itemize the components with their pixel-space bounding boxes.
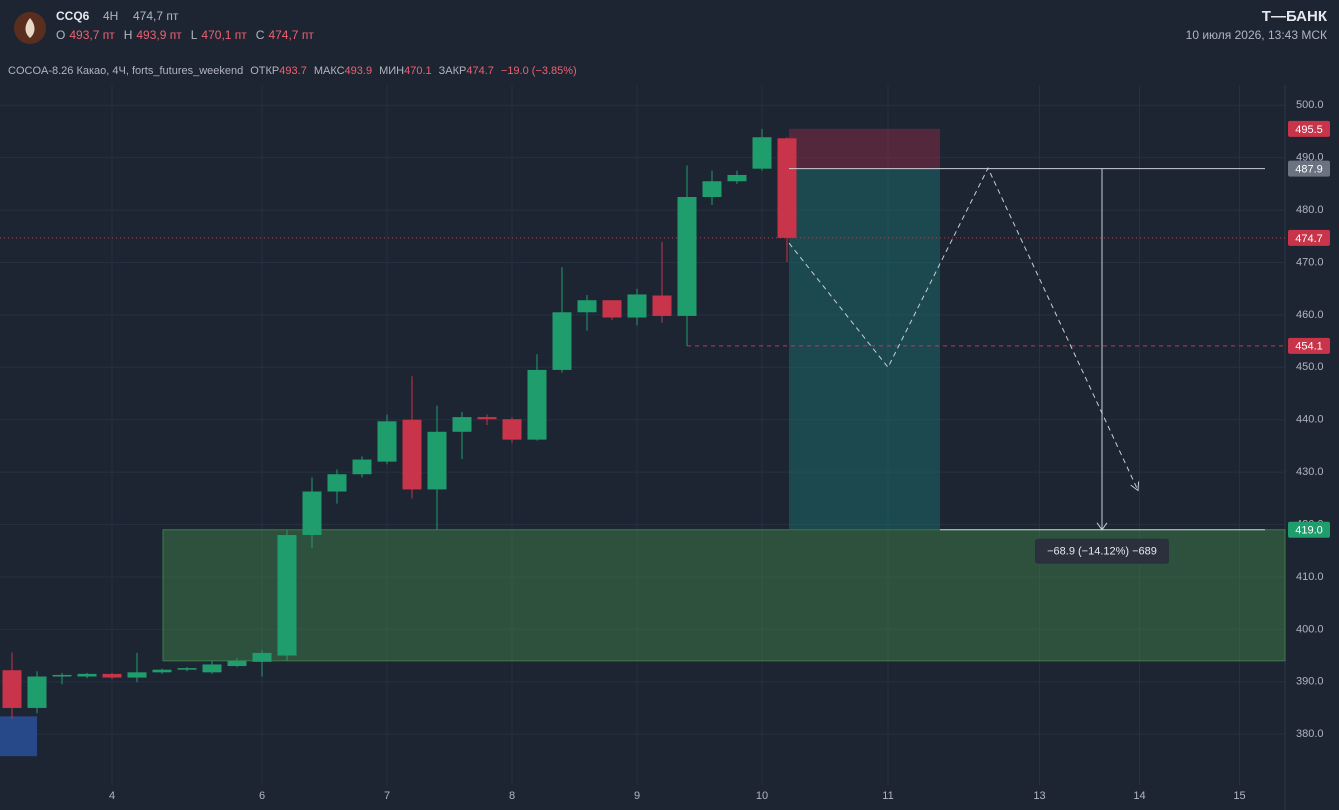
x-tick-label: 11 (882, 790, 893, 802)
candle-body (52, 674, 72, 677)
ohlc-value: 493,9 пт (136, 28, 182, 42)
y-tick-label: 390.0 (1296, 676, 1324, 688)
projection-arrow (1130, 481, 1140, 492)
candle-body (527, 369, 547, 440)
legend-change: −19.0 (−3.85%) (501, 65, 577, 77)
legend-name: COCOA-8.26 Какао, 4Ч, forts_futures_week… (8, 65, 243, 77)
y-tick-label: 440.0 (1296, 414, 1324, 426)
target-zone (789, 168, 940, 530)
candle-body (77, 673, 97, 677)
price-tag-label: 474.7 (1295, 233, 1323, 245)
last-price: 474,7 пт (133, 9, 179, 23)
legend-value: 474.7 (466, 65, 494, 77)
candle-body (177, 668, 197, 670)
x-tick-label: 8 (509, 790, 515, 802)
brand: Т—БАНК (1262, 8, 1328, 25)
candle-body (702, 181, 722, 197)
candle-body (752, 137, 772, 169)
y-tick-label: 470.0 (1296, 256, 1324, 268)
candle-body (2, 670, 22, 708)
candle-body (602, 300, 622, 318)
candle-body (677, 196, 697, 316)
x-tick-label: 14 (1133, 790, 1145, 802)
ohlc-value: 493,7 пт (69, 28, 115, 42)
legend-value: 493.9 (345, 65, 373, 77)
candle-body (252, 652, 272, 662)
legend-label: ОТКР (250, 65, 279, 77)
legend-label: ЗАКР (439, 65, 467, 77)
candle-body (202, 664, 222, 673)
legend-value: 470.1 (404, 65, 432, 77)
price-tag (1288, 160, 1330, 177)
candle-body (777, 138, 797, 238)
logo-leaf (25, 18, 35, 38)
ohlc-value: 474,7 пт (268, 28, 314, 42)
x-tick-label: 9 (634, 790, 640, 802)
interval: 4H (103, 9, 118, 23)
candle-body (652, 295, 672, 316)
y-tick-label: 450.0 (1296, 361, 1324, 373)
y-tick-label: 380.0 (1296, 728, 1324, 740)
candle-body (577, 300, 597, 313)
price-tag (1288, 229, 1330, 246)
ohlc-label: O (56, 28, 65, 42)
y-tick-label: 460.0 (1296, 309, 1324, 321)
price-tag-label: 454.1 (1295, 341, 1323, 353)
candle-body (477, 417, 497, 420)
legend-label: МИН (379, 65, 404, 77)
symbol: CCQ6 (56, 9, 90, 23)
ohlc-label: C (256, 28, 265, 42)
measure-label-bg (1035, 538, 1169, 564)
x-tick-label: 4 (109, 790, 115, 802)
ohlc-label: L (191, 28, 198, 42)
x-tick-label: 13 (1033, 790, 1045, 802)
candle-body (27, 676, 47, 708)
candle-body (302, 491, 322, 536)
y-tick-label: 410.0 (1296, 571, 1324, 583)
projection (788, 167, 1139, 491)
candle-body (127, 672, 147, 678)
x-tick-label: 6 (259, 790, 265, 802)
ohlc-value: 470,1 пт (201, 28, 247, 42)
candle-body (452, 417, 472, 432)
candle-body (327, 474, 347, 492)
candle-body (402, 419, 422, 490)
candle-body (277, 535, 297, 656)
candle-body (727, 174, 747, 182)
x-tick-label: 10 (756, 790, 768, 802)
stop-zone (789, 128, 940, 169)
candle-body (627, 294, 647, 318)
y-tick-label: 480.0 (1296, 204, 1324, 216)
y-tick-label: 400.0 (1296, 623, 1324, 635)
candle-body (352, 459, 372, 475)
candle-body (377, 421, 397, 462)
datetime: 10 июля 2026, 13:43 МСК (1186, 28, 1327, 42)
candle-body (227, 660, 247, 667)
box (0, 716, 37, 757)
y-tick-label: 430.0 (1296, 466, 1324, 478)
legend-label: МАКС (314, 65, 345, 77)
measure-arrow (1096, 522, 1108, 531)
price-tag-label: 419.0 (1295, 525, 1323, 537)
candle-body (502, 419, 522, 440)
y-tick-label: 490.0 (1296, 152, 1324, 164)
price-tag-label: 495.5 (1295, 124, 1323, 136)
x-tick-label: 15 (1233, 790, 1245, 802)
candle-body (552, 312, 572, 370)
x-tick-label: 7 (384, 790, 390, 802)
ohlc-label: H (124, 28, 133, 42)
price-tag (1288, 120, 1330, 137)
price-tag-label: 487.9 (1295, 164, 1323, 176)
candle-body (102, 673, 122, 678)
candle-body (427, 431, 447, 490)
legend-value: 493.7 (279, 65, 307, 77)
measure-label: −68.9 (−14.12%) −689 (1047, 546, 1157, 558)
price-tag (1288, 521, 1330, 538)
price-tag (1288, 337, 1330, 354)
candle-body (152, 669, 172, 673)
y-tick-label: 500.0 (1296, 99, 1324, 111)
